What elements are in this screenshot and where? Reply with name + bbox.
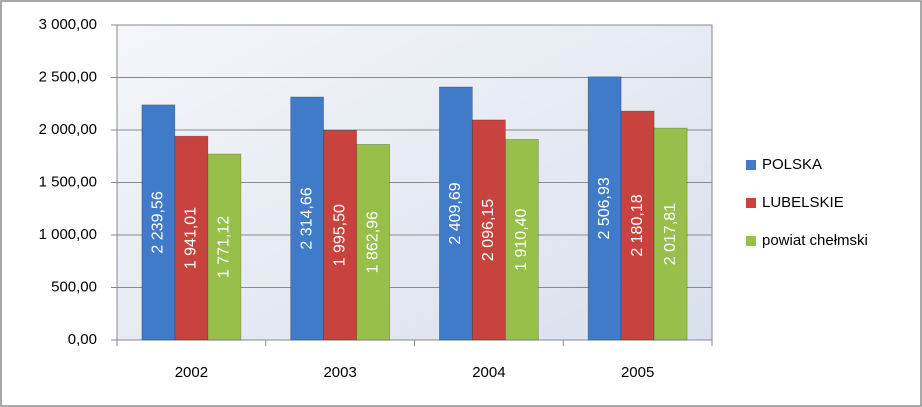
y-tick-label: 1 500,00 [39,173,97,190]
legend-swatch [746,160,756,170]
value-label: 1 941,01 [183,207,200,269]
x-tick-label: 2002 [175,364,208,381]
legend-label: POLSKA [762,156,822,173]
bar [290,96,325,341]
y-tick-label: 2 500,00 [39,68,97,85]
value-label: 1 995,50 [331,204,348,266]
value-label: 1 771,12 [216,216,233,278]
y-tick-label: 0,00 [68,331,97,348]
bar [356,143,391,341]
bar [471,119,506,341]
bar [653,127,688,341]
x-tick-label: 2003 [323,364,356,381]
bar [620,110,655,341]
y-tick-label: 2 000,00 [39,121,97,138]
y-tick-label: 3 000,00 [39,16,97,33]
x-tick-label: 2004 [472,364,505,381]
bar [587,76,622,341]
value-label: 2 180,18 [629,194,646,256]
bar [504,139,539,341]
bar [438,86,473,341]
value-label: 2 239,56 [150,191,167,253]
value-label: 1 910,40 [513,208,530,270]
bar [323,130,358,341]
value-label: 2 017,81 [662,203,679,265]
legend-swatch [746,236,756,246]
x-tick-label: 2005 [621,364,654,381]
value-label: 2 096,15 [480,199,497,261]
y-tick-label: 1 000,00 [39,226,97,243]
y-tick-label: 500,00 [51,278,97,295]
legend-label: LUBELSKIE [762,194,844,211]
value-label: 2 506,93 [596,177,613,239]
value-label: 2 409,69 [447,182,464,244]
legend-swatch [746,198,756,208]
bar [141,104,176,341]
bar [207,153,242,341]
legend-label: powiat chełmski [762,232,868,249]
value-label: 2 314,66 [298,187,315,249]
value-label: 1 862,96 [364,211,381,273]
